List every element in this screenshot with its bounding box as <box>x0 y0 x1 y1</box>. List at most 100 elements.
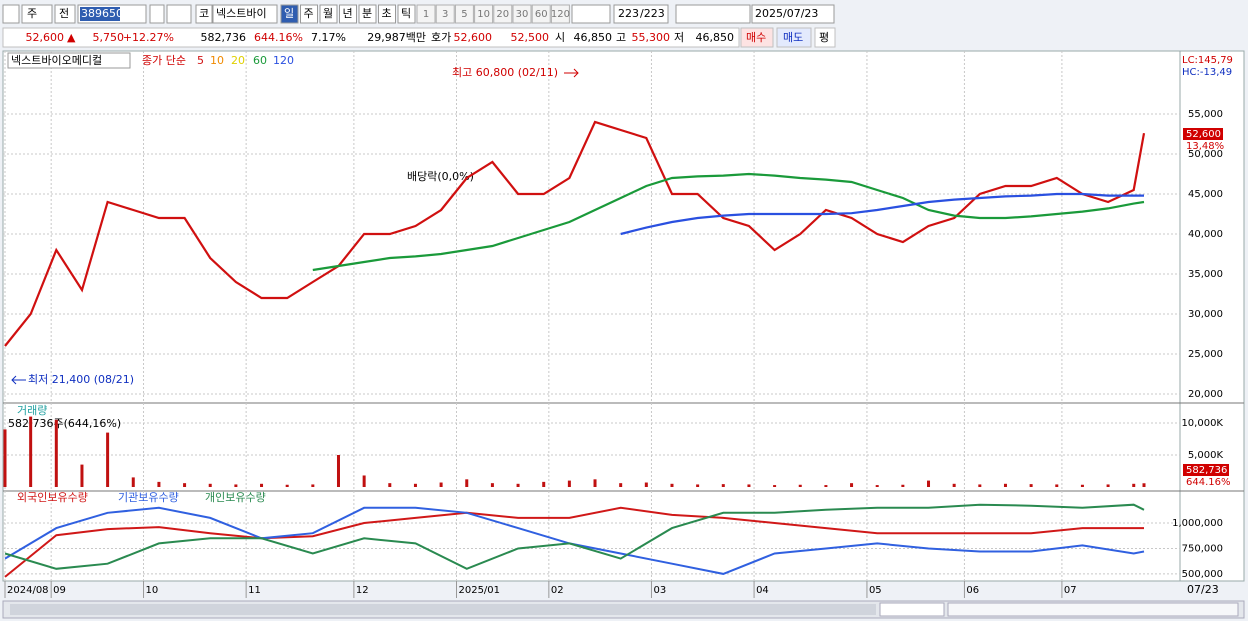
x-tick-label: 2025/01 <box>458 585 500 596</box>
count[interactable]: 20 <box>496 9 509 20</box>
shown-count: 223 <box>618 7 639 20</box>
interval-btn[interactable] <box>280 4 299 24</box>
volume-bar <box>1029 484 1033 487</box>
count-box[interactable] <box>613 4 669 24</box>
market-box[interactable] <box>195 4 213 24</box>
interval[interactable]: 틱 <box>401 7 411 20</box>
volume-bar <box>901 484 905 487</box>
date-box[interactable] <box>751 4 835 24</box>
count-btn[interactable] <box>416 4 436 24</box>
interval[interactable]: 주 <box>304 7 314 20</box>
low-annotation: 최저 21,400 (08/21) <box>28 373 134 386</box>
prev-box[interactable] <box>54 4 76 24</box>
interval-btn[interactable] <box>300 4 318 24</box>
interval[interactable]: 분 <box>362 7 372 20</box>
count-btn[interactable] <box>435 4 455 24</box>
dropdown[interactable] <box>571 4 611 24</box>
count[interactable]: 3 <box>442 9 448 20</box>
period-box[interactable] <box>21 4 53 24</box>
buy-btn[interactable] <box>740 27 774 48</box>
tool-icons[interactable] <box>675 4 751 24</box>
search-btn[interactable] <box>149 4 165 24</box>
count[interactable]: 60 <box>535 9 548 20</box>
playback-controls[interactable] <box>879 602 945 617</box>
avg[interactable]: 평 <box>819 31 829 44</box>
volume-bar <box>1080 484 1084 487</box>
sell-btn[interactable] <box>776 27 812 48</box>
quote-row: 52,600 ▲ 5,750 +12.27% 582,736 644.16% 7… <box>2 27 836 48</box>
sell[interactable]: 매도 <box>783 31 803 44</box>
ma-legend: 120 <box>273 54 294 67</box>
volume-pct: 644.16% <box>254 31 303 44</box>
x-tick-label: 03 <box>653 585 666 596</box>
period[interactable]: 주 <box>27 7 37 20</box>
ma-legend: 20 <box>231 54 245 67</box>
interval[interactable]: 월 <box>323 7 333 20</box>
interval-btn[interactable] <box>358 4 377 24</box>
last-price: 52,600 <box>1186 129 1221 140</box>
count-btn[interactable] <box>550 4 570 24</box>
last-price-box <box>1183 128 1223 140</box>
y-tick-label: 25,000 <box>1188 349 1223 360</box>
volume-bar <box>1055 484 1059 487</box>
volume-bar <box>106 432 110 487</box>
name-tag <box>7 52 131 69</box>
volume-bar <box>516 483 520 487</box>
y-tick-label: 500,000 <box>1182 569 1223 580</box>
interval-btn[interactable] <box>339 4 357 24</box>
open: 46,850 <box>574 31 613 44</box>
volume-bar <box>362 475 366 487</box>
count-btn[interactable] <box>474 4 494 24</box>
volume-bar <box>285 484 289 487</box>
volume-bar <box>1142 483 1146 487</box>
date[interactable]: 2025/07/23 <box>755 7 818 20</box>
count-btn[interactable] <box>493 4 513 24</box>
count[interactable]: 30 <box>516 9 529 20</box>
sound-btn[interactable] <box>166 4 192 24</box>
high-annotation: 최고 60,800 (02/11) <box>452 66 558 79</box>
interval[interactable]: 년 <box>343 7 353 20</box>
bid: 52,500 <box>511 31 550 44</box>
count[interactable]: 5 <box>461 9 467 20</box>
volume-bar <box>747 484 751 487</box>
bid-label: 호가 <box>431 31 451 44</box>
hc: HC:-13,49 <box>1182 67 1232 78</box>
scroll-thumb[interactable] <box>10 604 876 615</box>
menu-icon[interactable] <box>2 4 20 24</box>
turnover: 7.17% <box>311 31 346 44</box>
open-label: 시 <box>555 31 565 44</box>
x-end-label: 07/23 <box>1187 583 1219 596</box>
interval[interactable]: 일 <box>284 6 294 20</box>
y-tick-label: 45,000 <box>1188 189 1223 200</box>
count[interactable]: 120 <box>551 9 570 20</box>
dividend-annotation: 배당락(0,0%) <box>407 170 474 183</box>
avg-btn[interactable] <box>814 27 836 48</box>
series-line <box>4 506 1145 575</box>
zoom-controls[interactable] <box>947 602 1239 617</box>
volume-bar <box>619 483 623 487</box>
volume-bar <box>260 483 264 487</box>
count-btn[interactable] <box>531 4 551 24</box>
count-btn[interactable] <box>512 4 532 24</box>
count[interactable]: 10 <box>477 9 490 20</box>
last-pct: 13,48% <box>1186 141 1224 152</box>
low: 46,850 <box>696 31 735 44</box>
buy[interactable]: 매수 <box>746 31 766 44</box>
volume-bar <box>696 484 700 487</box>
x-tick-label: 05 <box>869 585 882 596</box>
legend-title: 종가 단순 <box>142 54 186 67</box>
code[interactable]: 389650 <box>81 7 123 20</box>
name-box[interactable] <box>212 4 278 24</box>
volume-box <box>1183 464 1229 476</box>
legend-entry: 개인보유수량 <box>205 491 266 504</box>
interval-btn[interactable] <box>378 4 396 24</box>
interval-btn[interactable] <box>397 4 416 24</box>
count[interactable]: 1 <box>423 9 429 20</box>
interval-btn[interactable] <box>319 4 338 24</box>
count-btn[interactable] <box>454 4 474 24</box>
prev[interactable]: 전 <box>59 7 69 20</box>
series-line <box>4 506 1144 578</box>
interval[interactable]: 초 <box>382 7 392 20</box>
